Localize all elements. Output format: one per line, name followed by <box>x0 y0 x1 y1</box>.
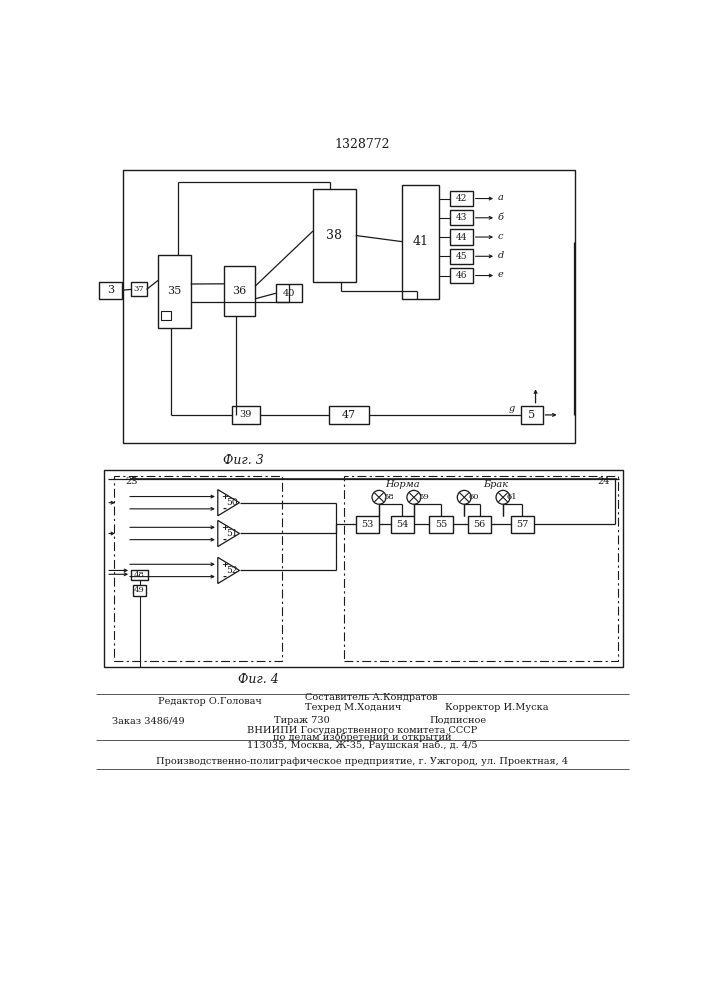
Text: Фиг. 3: Фиг. 3 <box>223 454 264 467</box>
Text: Техред М.Ходанич: Техред М.Ходанич <box>305 703 402 712</box>
Bar <box>450 191 473 206</box>
Bar <box>344 476 618 661</box>
Bar <box>510 516 534 533</box>
Text: -: - <box>222 572 226 581</box>
Text: 40: 40 <box>283 289 296 298</box>
Text: Подписное: Подписное <box>429 716 486 725</box>
Text: Брак: Брак <box>483 480 508 489</box>
Bar <box>402 185 440 299</box>
Text: 35: 35 <box>168 286 182 296</box>
Text: Заказ 3486/49: Заказ 3486/49 <box>112 716 185 725</box>
Bar <box>232 406 259 424</box>
Text: 5: 5 <box>528 410 535 420</box>
Text: 55: 55 <box>435 520 447 529</box>
Text: 57: 57 <box>516 520 529 529</box>
Text: d: d <box>498 251 504 260</box>
Bar <box>391 516 414 533</box>
Text: Фиг. 4: Фиг. 4 <box>238 673 279 686</box>
Text: c: c <box>498 232 503 241</box>
Text: ВНИИПИ Государственного комитета СССР: ВНИИПИ Государственного комитета СССР <box>247 726 477 735</box>
Text: 50: 50 <box>226 498 238 507</box>
Text: -: - <box>222 504 226 513</box>
Text: 59: 59 <box>418 493 428 501</box>
Bar <box>134 585 146 596</box>
Bar <box>123 170 575 443</box>
Bar <box>356 516 379 533</box>
Bar <box>313 189 356 282</box>
Bar <box>224 266 255 316</box>
Text: 113035, Москва, Ж-35, Раушская наб., д. 4/5: 113035, Москва, Ж-35, Раушская наб., д. … <box>247 740 477 750</box>
Text: 53: 53 <box>361 520 373 529</box>
Bar <box>329 406 369 424</box>
Text: 23: 23 <box>126 477 138 486</box>
Text: 54: 54 <box>396 520 409 529</box>
Bar <box>276 284 303 302</box>
Text: 24: 24 <box>597 477 610 486</box>
Bar <box>131 570 148 580</box>
Bar <box>429 516 452 533</box>
Text: g: g <box>508 404 515 413</box>
Text: 56: 56 <box>474 520 486 529</box>
Text: 36: 36 <box>233 286 247 296</box>
Text: Производственно-полиграфическое предприятие, г. Ужгород, ул. Проектная, 4: Производственно-полиграфическое предприя… <box>156 757 568 766</box>
Text: 61: 61 <box>507 493 518 501</box>
Text: Корректор И.Муска: Корректор И.Муска <box>445 703 549 712</box>
Bar <box>521 406 542 424</box>
Text: 47: 47 <box>341 410 356 420</box>
Text: 60: 60 <box>468 493 479 501</box>
Text: a: a <box>498 193 503 202</box>
Bar <box>104 470 623 667</box>
Bar <box>99 282 122 299</box>
Text: 37: 37 <box>134 285 144 293</box>
Text: +: + <box>221 524 228 532</box>
Bar <box>450 268 473 283</box>
Text: 39: 39 <box>240 410 252 419</box>
Text: 44: 44 <box>455 233 467 242</box>
Text: -: - <box>222 535 226 544</box>
Bar <box>468 516 491 533</box>
Text: +: + <box>221 493 228 501</box>
Bar <box>158 255 191 328</box>
Text: 38: 38 <box>327 229 342 242</box>
Text: 49: 49 <box>134 586 145 594</box>
Text: 43: 43 <box>455 213 467 222</box>
Text: по делам изобретений и открытий: по делам изобретений и открытий <box>273 733 451 742</box>
Text: 48: 48 <box>134 571 145 579</box>
Text: 1328772: 1328772 <box>334 138 390 151</box>
Text: 3: 3 <box>107 285 115 295</box>
Bar <box>450 249 473 264</box>
Bar <box>450 210 473 225</box>
Text: 46: 46 <box>455 271 467 280</box>
Bar <box>450 229 473 245</box>
Text: Норма: Норма <box>385 480 419 489</box>
Text: Редактор О.Головач: Редактор О.Головач <box>158 697 262 706</box>
Text: 45: 45 <box>455 252 467 261</box>
Text: б: б <box>498 213 503 222</box>
Bar <box>161 311 170 320</box>
Bar <box>114 476 282 661</box>
Text: Тираж 730: Тираж 730 <box>274 716 330 725</box>
Text: 41: 41 <box>413 235 429 248</box>
Text: 52: 52 <box>226 566 238 575</box>
Text: 42: 42 <box>455 194 467 203</box>
Text: 51: 51 <box>226 529 238 538</box>
Text: e: e <box>498 270 503 279</box>
Text: 58: 58 <box>383 493 394 501</box>
Text: Составитель А.Кондратов: Составитель А.Кондратов <box>305 693 438 702</box>
Text: +: + <box>221 561 228 569</box>
Bar <box>131 282 146 296</box>
